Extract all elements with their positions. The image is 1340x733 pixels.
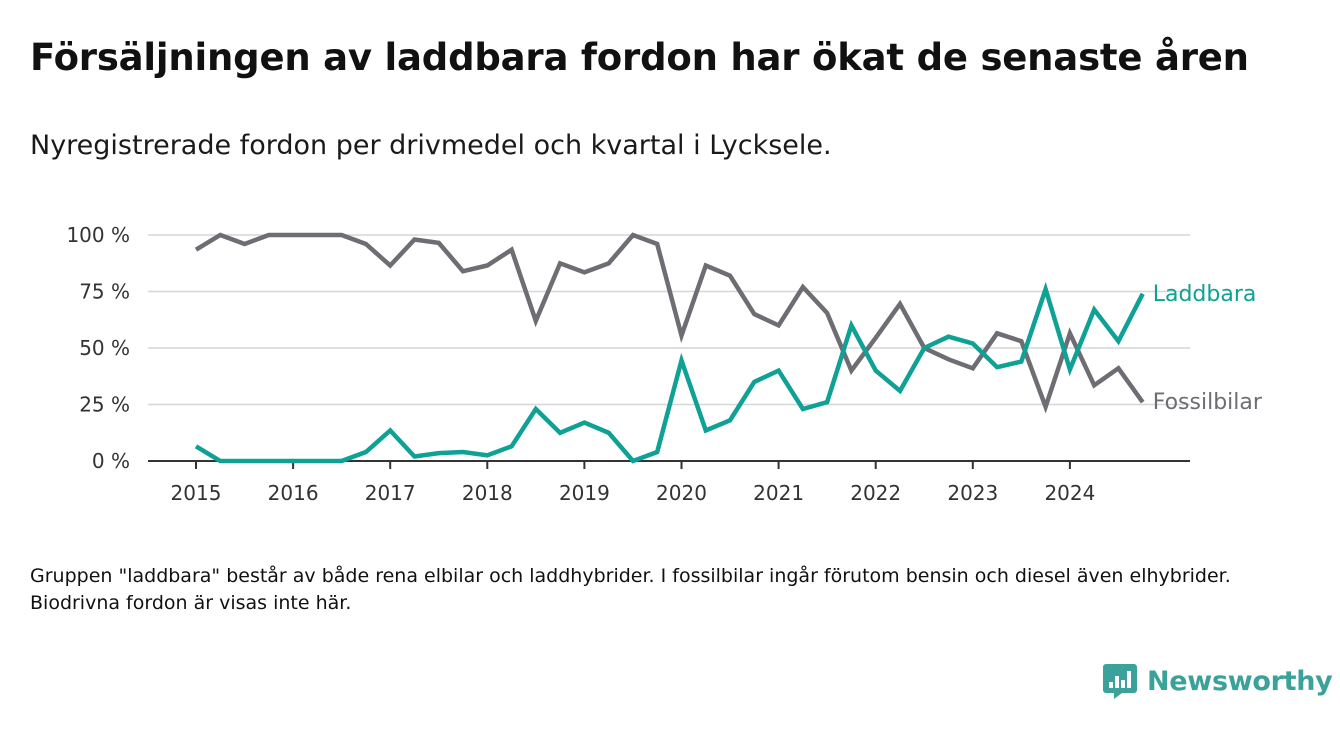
series-lines (194, 232, 1145, 464)
x-tick-label: 2016 (268, 481, 319, 505)
x-tick-label: 2020 (656, 481, 707, 505)
bar-chart-logo-icon (1103, 664, 1137, 699)
x-tick-label: 2017 (365, 481, 416, 505)
x-tick-label: 2019 (559, 481, 610, 505)
line-chart: 0 %25 %50 %75 %100 % 2015 2016 2017 2018 201… (66, 223, 1263, 505)
x-tick-label: 2018 (462, 481, 513, 505)
chart-subtitle: Nyregistrerade fordon per drivmedel och … (30, 130, 832, 161)
y-tick-label: 100 % (66, 223, 130, 247)
y-axis-labels: 0 % 25 % 50 % 75 % 100 % (66, 223, 130, 473)
footnote: Gruppen "laddbara" består av både rena e… (30, 565, 1231, 614)
y-tick-label: 75 % (79, 280, 130, 304)
series-label-laddbara: Laddbara (1153, 282, 1257, 307)
series-line-laddbara (194, 281, 1145, 464)
x-tick-label: 2023 (947, 481, 998, 505)
y-tick-label: 0 % (92, 449, 130, 473)
brand-logo[interactable]: Newsworthy (1102, 661, 1333, 701)
series-line-fossilbilar (194, 232, 1145, 414)
x-tick-label: 2024 (1044, 481, 1095, 505)
x-tick-label: 2015 (171, 481, 222, 505)
x-tick-label: 2021 (753, 481, 804, 505)
y-tick-label: 50 % (79, 336, 130, 360)
x-axis: 2015 2016 2017 2018 2019 2020 2021 2022 2023 2024 (148, 460, 1190, 505)
y-tick-label: 25 % (79, 393, 130, 417)
series-labels: Fossilbilar Laddbara (1153, 282, 1263, 415)
series-label-fossilbilar: Fossilbilar (1153, 390, 1263, 415)
brand-name: Newsworthy (1147, 665, 1333, 697)
x-tick-label: 2022 (850, 481, 901, 505)
chart-title: Försäljningen av laddbara fordon har öka… (30, 36, 1249, 79)
